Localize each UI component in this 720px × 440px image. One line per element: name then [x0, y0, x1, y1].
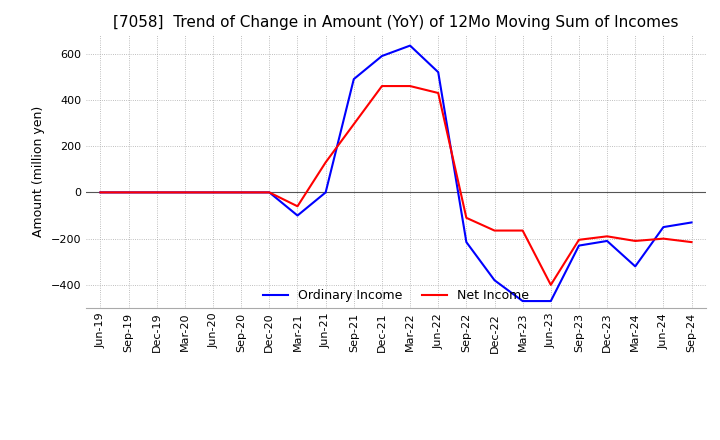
Y-axis label: Amount (million yen): Amount (million yen): [32, 106, 45, 237]
Ordinary Income: [518, 298, 527, 304]
Net Income: [518, 228, 527, 233]
Ordinary Income: [659, 224, 667, 230]
Ordinary Income: [687, 220, 696, 225]
Ordinary Income: [406, 43, 415, 48]
Line: Net Income: Net Income: [101, 86, 691, 285]
Ordinary Income: [96, 190, 105, 195]
Net Income: [406, 84, 415, 89]
Ordinary Income: [153, 190, 161, 195]
Net Income: [546, 282, 555, 287]
Net Income: [603, 234, 611, 239]
Net Income: [659, 236, 667, 241]
Net Income: [293, 204, 302, 209]
Net Income: [631, 238, 639, 244]
Net Income: [377, 84, 386, 89]
Net Income: [349, 121, 358, 127]
Ordinary Income: [265, 190, 274, 195]
Net Income: [181, 190, 189, 195]
Ordinary Income: [237, 190, 246, 195]
Net Income: [462, 215, 471, 220]
Ordinary Income: [462, 239, 471, 245]
Ordinary Income: [575, 243, 583, 248]
Legend: Ordinary Income, Net Income: Ordinary Income, Net Income: [258, 284, 534, 307]
Ordinary Income: [125, 190, 133, 195]
Net Income: [490, 228, 499, 233]
Ordinary Income: [631, 264, 639, 269]
Net Income: [96, 190, 105, 195]
Ordinary Income: [546, 298, 555, 304]
Net Income: [321, 160, 330, 165]
Ordinary Income: [293, 213, 302, 218]
Title: [7058]  Trend of Change in Amount (YoY) of 12Mo Moving Sum of Incomes: [7058] Trend of Change in Amount (YoY) o…: [113, 15, 679, 30]
Net Income: [237, 190, 246, 195]
Ordinary Income: [321, 190, 330, 195]
Net Income: [209, 190, 217, 195]
Ordinary Income: [349, 77, 358, 82]
Ordinary Income: [490, 278, 499, 283]
Net Income: [434, 90, 443, 95]
Ordinary Income: [603, 238, 611, 244]
Net Income: [575, 237, 583, 242]
Net Income: [125, 190, 133, 195]
Net Income: [687, 239, 696, 245]
Ordinary Income: [209, 190, 217, 195]
Net Income: [265, 190, 274, 195]
Ordinary Income: [377, 53, 386, 59]
Ordinary Income: [434, 70, 443, 75]
Ordinary Income: [181, 190, 189, 195]
Net Income: [153, 190, 161, 195]
Line: Ordinary Income: Ordinary Income: [101, 46, 691, 301]
